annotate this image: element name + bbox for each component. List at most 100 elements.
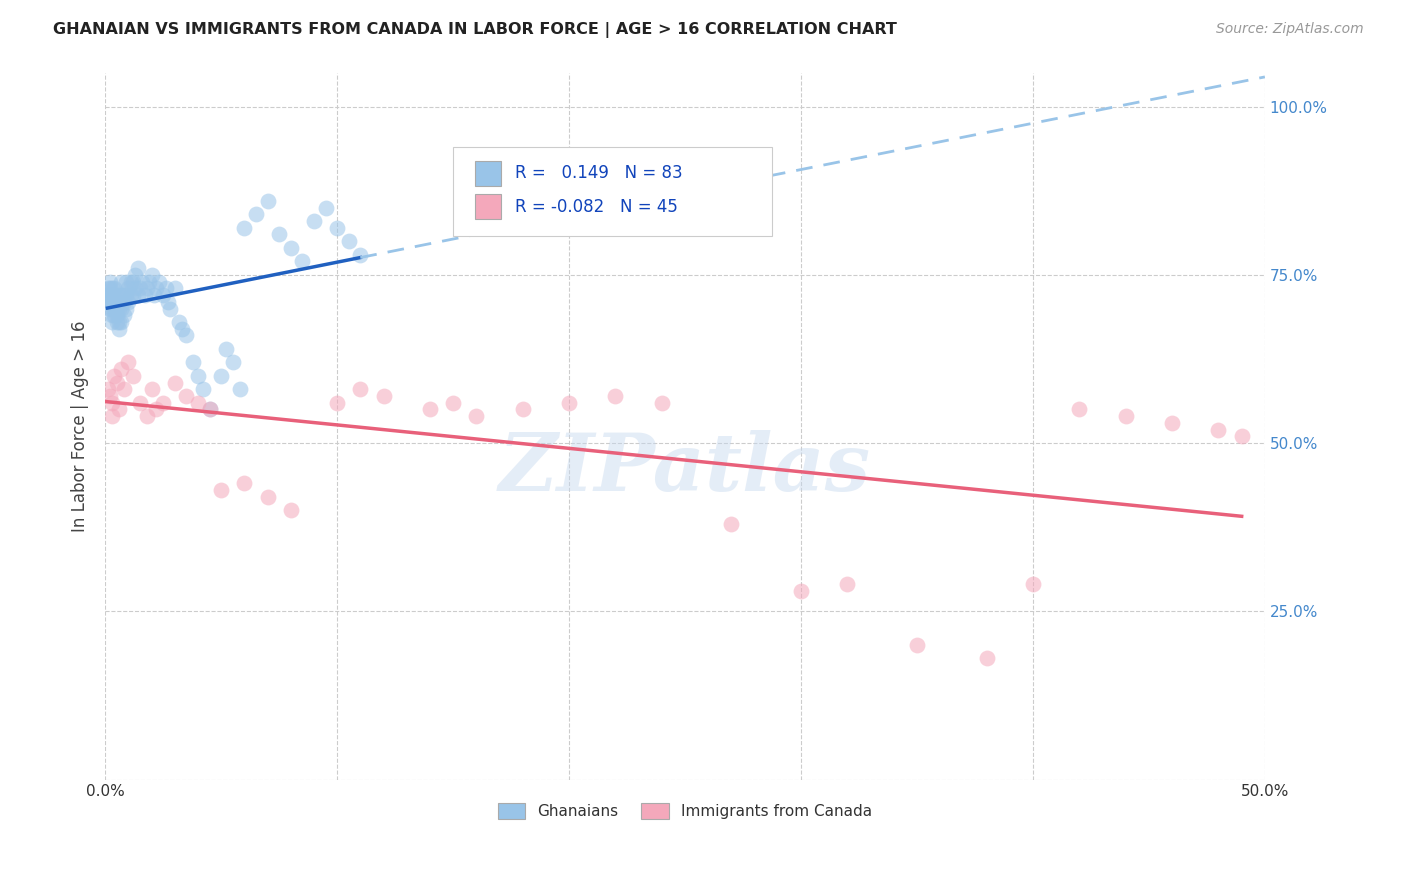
Point bbox=[108, 288, 131, 302]
Point bbox=[108, 315, 131, 329]
Point bbox=[96, 288, 118, 302]
Point bbox=[155, 281, 177, 295]
Point bbox=[233, 476, 256, 491]
Point bbox=[222, 355, 245, 369]
Point bbox=[152, 288, 174, 302]
Point bbox=[302, 214, 325, 228]
Text: R =   0.149   N = 83: R = 0.149 N = 83 bbox=[515, 164, 682, 182]
Point bbox=[163, 376, 186, 390]
Point bbox=[191, 382, 214, 396]
Point bbox=[1022, 577, 1045, 591]
Point bbox=[96, 281, 118, 295]
Point bbox=[837, 577, 859, 591]
Point bbox=[115, 275, 138, 289]
Point bbox=[129, 281, 152, 295]
Point bbox=[98, 389, 121, 403]
Point bbox=[651, 396, 673, 410]
Point bbox=[419, 402, 441, 417]
Point bbox=[96, 382, 118, 396]
Point bbox=[110, 275, 132, 289]
Point bbox=[98, 275, 121, 289]
Point bbox=[101, 294, 124, 309]
Point bbox=[117, 355, 139, 369]
Point bbox=[127, 288, 149, 302]
Point bbox=[98, 301, 121, 316]
Point bbox=[790, 584, 813, 599]
Point bbox=[110, 315, 132, 329]
Point bbox=[145, 402, 167, 417]
Text: ZIPatlas: ZIPatlas bbox=[499, 430, 872, 508]
Text: R = -0.082   N = 45: R = -0.082 N = 45 bbox=[515, 197, 678, 216]
Point bbox=[101, 396, 124, 410]
Point bbox=[245, 207, 267, 221]
Point bbox=[110, 288, 132, 302]
Point bbox=[101, 315, 124, 329]
Point bbox=[441, 396, 464, 410]
Point bbox=[337, 234, 360, 248]
Point bbox=[720, 516, 742, 531]
Point bbox=[117, 294, 139, 309]
Point bbox=[117, 281, 139, 295]
Point bbox=[229, 382, 252, 396]
Point bbox=[209, 368, 232, 383]
Point bbox=[465, 409, 488, 424]
Point bbox=[103, 294, 125, 309]
Point bbox=[110, 301, 132, 316]
Point bbox=[176, 328, 198, 343]
Point bbox=[198, 402, 221, 417]
Point bbox=[183, 355, 205, 369]
Point bbox=[122, 288, 145, 302]
Point bbox=[209, 483, 232, 498]
Point bbox=[101, 308, 124, 322]
Point bbox=[129, 396, 152, 410]
Point bbox=[108, 301, 131, 316]
Point bbox=[148, 275, 170, 289]
Point bbox=[326, 396, 349, 410]
Point bbox=[558, 396, 581, 410]
Point bbox=[103, 368, 125, 383]
Point bbox=[187, 396, 209, 410]
Point bbox=[152, 396, 174, 410]
Point bbox=[112, 308, 135, 322]
Point bbox=[120, 288, 142, 302]
Point bbox=[103, 301, 125, 316]
Point bbox=[105, 301, 128, 316]
Point bbox=[131, 275, 153, 289]
Point bbox=[1115, 409, 1137, 424]
Point bbox=[122, 368, 145, 383]
Point bbox=[170, 322, 193, 336]
Point bbox=[141, 268, 163, 282]
Point bbox=[187, 368, 209, 383]
Point bbox=[512, 402, 534, 417]
Point bbox=[1208, 423, 1230, 437]
Point bbox=[159, 301, 181, 316]
Point bbox=[605, 389, 627, 403]
Point bbox=[103, 308, 125, 322]
Bar bbox=[475, 194, 501, 219]
Point bbox=[98, 281, 121, 295]
Point bbox=[156, 294, 179, 309]
Text: Source: ZipAtlas.com: Source: ZipAtlas.com bbox=[1216, 22, 1364, 37]
Y-axis label: In Labor Force | Age > 16: In Labor Force | Age > 16 bbox=[72, 320, 89, 532]
Bar bbox=[475, 161, 501, 186]
Point bbox=[142, 288, 165, 302]
Point bbox=[115, 301, 138, 316]
Point bbox=[169, 315, 191, 329]
Point bbox=[349, 382, 371, 396]
Point bbox=[269, 227, 291, 242]
Point bbox=[127, 261, 149, 276]
Point bbox=[315, 201, 337, 215]
Point bbox=[256, 194, 278, 208]
Point bbox=[103, 288, 125, 302]
Point bbox=[101, 409, 124, 424]
Point bbox=[98, 294, 121, 309]
Point bbox=[101, 281, 124, 295]
Point bbox=[138, 275, 160, 289]
Point bbox=[110, 362, 132, 376]
Point bbox=[136, 281, 159, 295]
Point bbox=[105, 308, 128, 322]
Point bbox=[124, 268, 146, 282]
Point bbox=[108, 322, 131, 336]
Point bbox=[145, 281, 167, 295]
Point bbox=[122, 275, 145, 289]
